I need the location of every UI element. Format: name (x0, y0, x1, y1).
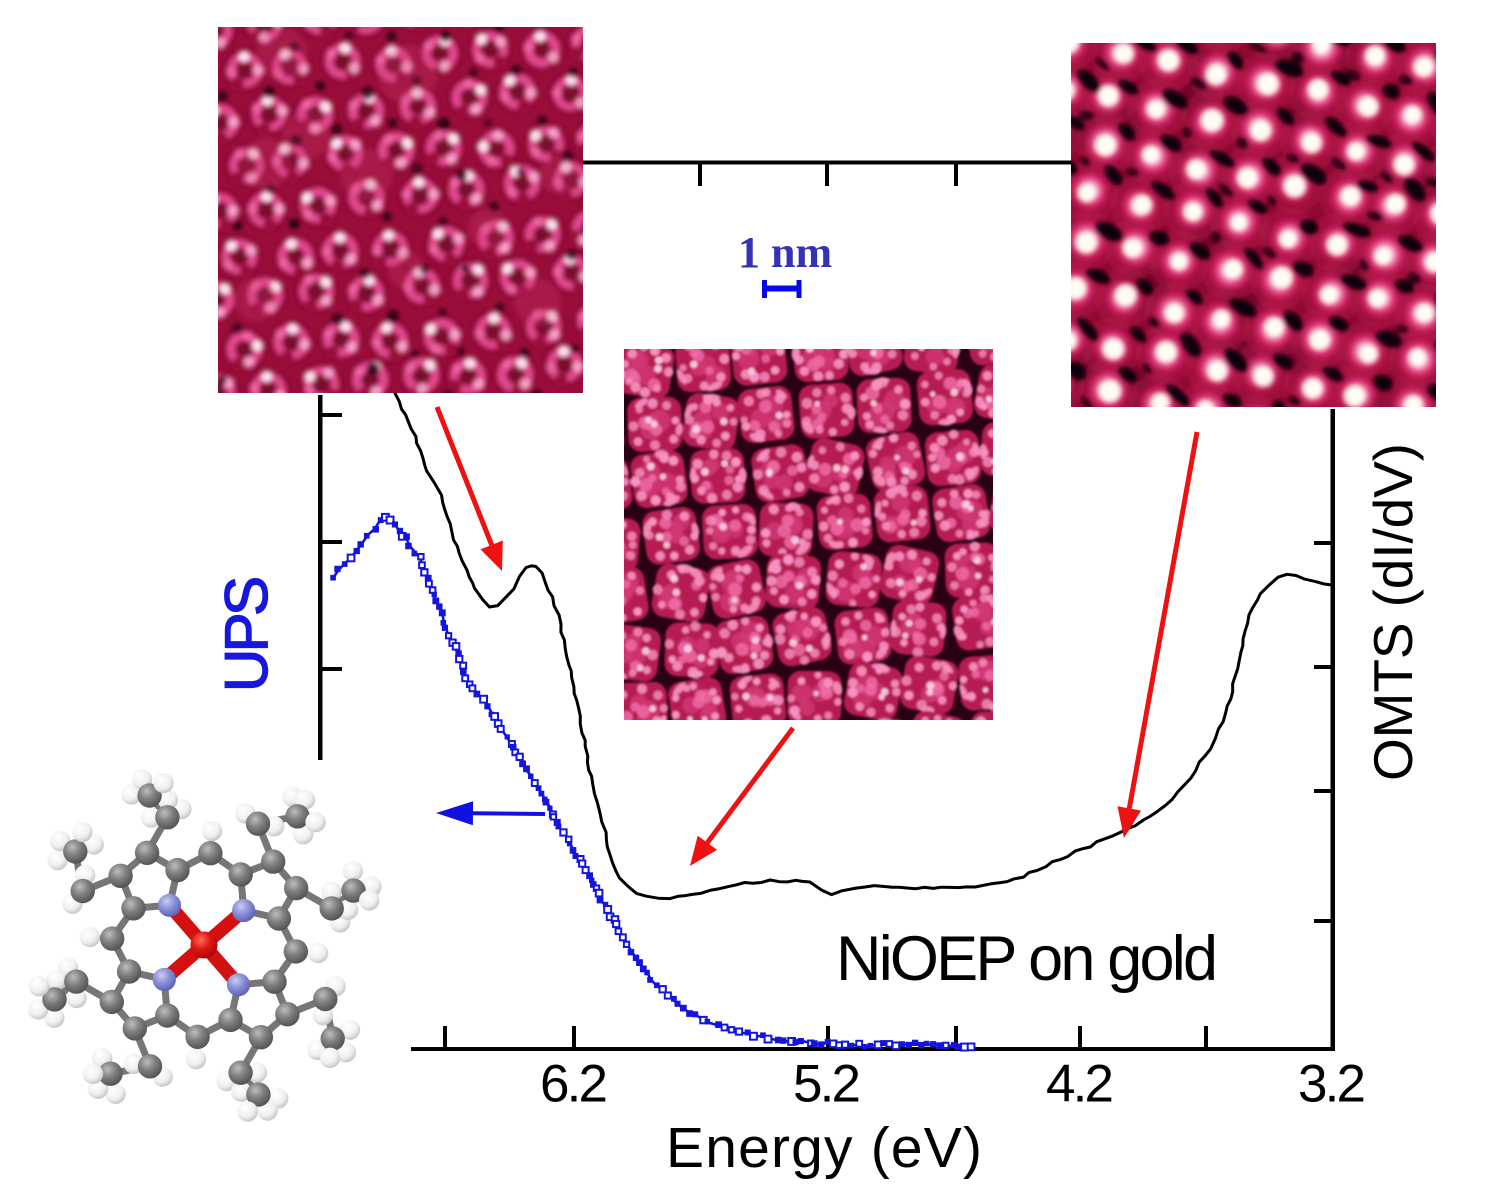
svg-text:Energy (eV): Energy (eV) (666, 1116, 982, 1180)
svg-text:NiOEP on gold: NiOEP on gold (836, 924, 1218, 994)
svg-text:4.2: 4.2 (1046, 1055, 1114, 1114)
svg-text:3.2: 3.2 (1298, 1055, 1366, 1114)
svg-text:OMTS (dI/dV): OMTS (dI/dV) (1362, 443, 1424, 781)
svg-text:1 nm: 1 nm (738, 228, 832, 277)
svg-text:UPS: UPS (213, 576, 280, 692)
svg-text:5.2: 5.2 (793, 1055, 861, 1114)
svg-text:6.2: 6.2 (540, 1055, 608, 1114)
